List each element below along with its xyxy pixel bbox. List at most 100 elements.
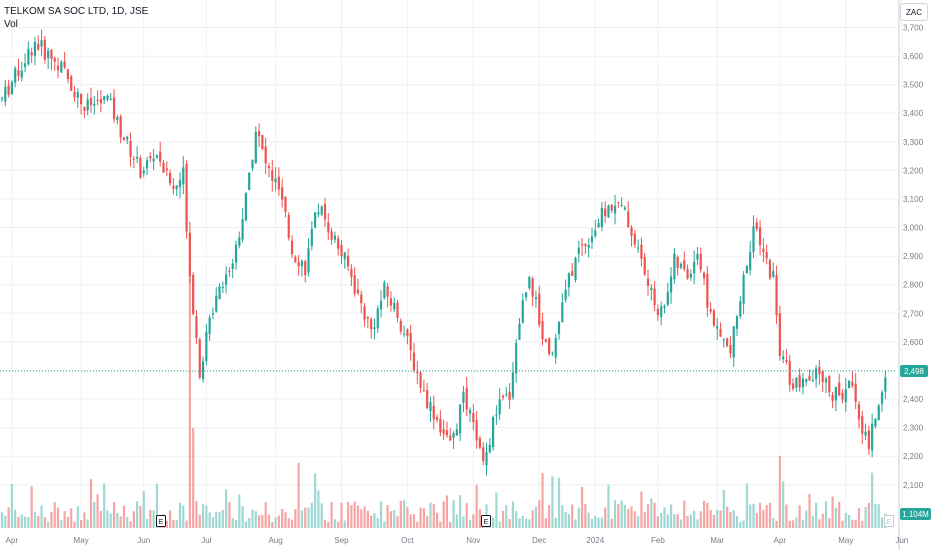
earnings-marker[interactable]: E [156, 515, 166, 527]
candle [192, 272, 195, 316]
candle [53, 56, 56, 71]
time-tick-label: Oct [401, 536, 414, 545]
candle [80, 93, 83, 115]
volume-bar [531, 510, 534, 528]
volume-bar [103, 483, 106, 528]
symbol-title[interactable]: TELKOM SA SOC LTD, 1D, JSE [4, 6, 149, 17]
candle [488, 438, 491, 454]
volume-bar [554, 517, 557, 528]
volume-bar [363, 506, 366, 528]
volume-bar [653, 502, 656, 528]
volume-bar [231, 518, 234, 528]
volume-bar [238, 494, 241, 528]
candle [719, 322, 722, 337]
volume-bar [50, 511, 53, 528]
candle [801, 372, 805, 395]
volume-bar [449, 521, 452, 528]
candle [874, 418, 877, 429]
candle [195, 310, 198, 345]
volume-bar [439, 521, 442, 528]
candle [314, 212, 317, 229]
volume-bar [379, 501, 383, 528]
volume-bar [30, 486, 33, 528]
volume-bar [126, 517, 129, 528]
volume-bar [775, 521, 778, 528]
volume-bar [663, 507, 666, 528]
candle [459, 404, 462, 442]
candle [139, 155, 142, 180]
volume-bar [20, 514, 23, 528]
volume-bar [0, 512, 4, 528]
candle [702, 271, 706, 285]
volume-bar [53, 502, 56, 528]
time-tick-label: Nov [466, 536, 480, 545]
volume-bar [696, 519, 699, 528]
volume-bar [228, 502, 231, 528]
candle [778, 305, 781, 361]
candle [70, 74, 73, 91]
volume-bar [290, 519, 294, 528]
candle [811, 370, 814, 382]
volume-bar [788, 520, 791, 528]
candle [805, 378, 808, 387]
volume-bar [689, 514, 692, 528]
volume-bar [669, 504, 673, 528]
volume-bar [805, 510, 808, 528]
candle [791, 378, 795, 392]
volume-bar [277, 515, 280, 528]
candle [429, 396, 432, 423]
volume-bar [175, 519, 178, 528]
candle [47, 47, 50, 69]
candle [403, 325, 406, 338]
last-price-badge: 2,498 [900, 365, 928, 378]
price-tick-label: 3,300 [903, 138, 924, 147]
volume-bar [106, 510, 109, 528]
candle [340, 240, 343, 264]
price-tick-label: 2,100 [903, 481, 924, 490]
volume-bar [594, 515, 597, 528]
volume-bar [742, 520, 745, 528]
volume-label[interactable]: Vol [4, 19, 18, 30]
volume-bar [834, 507, 837, 528]
volume-bar [383, 521, 386, 528]
candle [267, 162, 271, 178]
price-tick-label: 3,700 [903, 24, 924, 33]
time-tick-label: May [838, 536, 853, 545]
candle [73, 86, 76, 102]
time-axis[interactable]: Apr May Jun Jul Aug Sep Oct Nov Dec 2024 Feb Mar Apr… [6, 536, 909, 545]
volume-bar [660, 512, 663, 528]
price-tick-label: 3,200 [903, 166, 924, 175]
volume-bar [821, 513, 824, 528]
candle [330, 227, 333, 245]
candle [363, 302, 366, 327]
volume-bar [515, 510, 518, 528]
candle [762, 238, 765, 263]
volume-bar [314, 473, 317, 528]
volume-bar [600, 517, 603, 528]
price-axis[interactable]: 2,1002,2002,3002,4002,5002,6002,7002,800… [898, 0, 924, 550]
price-tick-label: 2,800 [903, 281, 924, 290]
volume-bar [112, 502, 116, 528]
volume-bar [261, 514, 264, 528]
candle [515, 338, 518, 383]
volume-bar [304, 507, 307, 528]
time-tick-label: Apr [774, 536, 787, 545]
candle [228, 267, 231, 277]
candle [646, 269, 650, 296]
currency-button[interactable]: ZAC [900, 3, 928, 21]
volume-bar [257, 515, 261, 528]
earnings-marker[interactable]: E [884, 515, 894, 527]
candle [175, 185, 178, 197]
candle [838, 373, 841, 397]
earnings-marker[interactable]: E [481, 515, 491, 527]
candle [564, 279, 567, 303]
candle [116, 114, 119, 125]
candle [416, 361, 419, 385]
price-tick-label: 3,500 [903, 81, 924, 90]
volume-bar [475, 484, 478, 528]
volume-bar [122, 505, 126, 528]
volume-bar [831, 496, 834, 528]
volume-bar [307, 507, 310, 528]
